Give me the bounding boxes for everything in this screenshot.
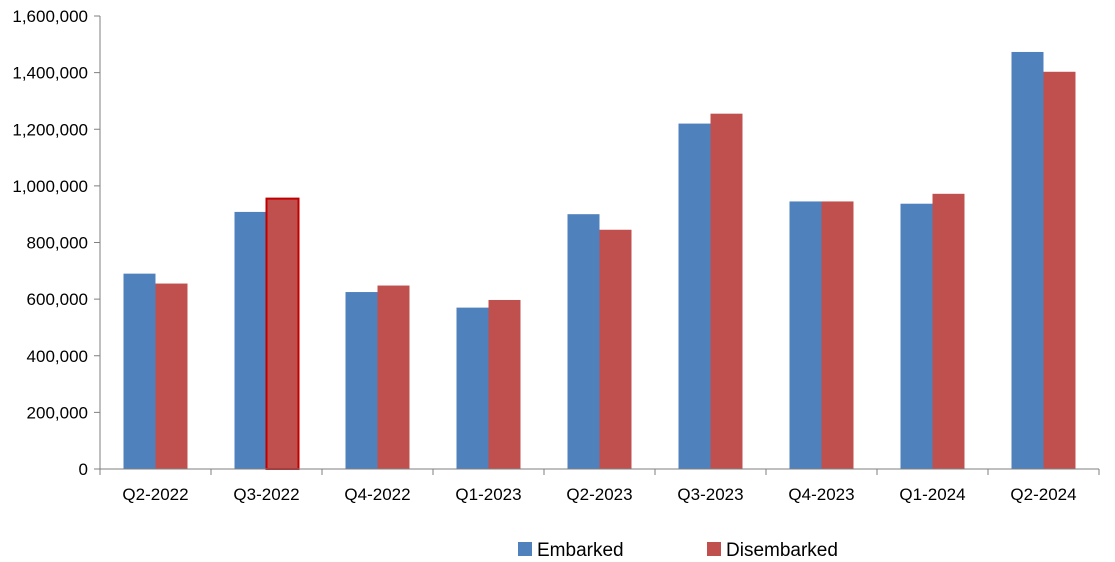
x-tick-label: Q2-2024 — [1010, 485, 1076, 504]
disembarked-bar — [710, 113, 743, 469]
y-tick-label: 1,000,000 — [12, 177, 88, 196]
disembarked-bar — [599, 229, 632, 469]
embarked-bar — [234, 211, 267, 470]
embarked-bar — [678, 123, 711, 470]
embarked-legend-swatch — [518, 542, 532, 556]
x-tick-label: Q2-2023 — [566, 485, 632, 504]
disembarked-bar — [488, 299, 521, 469]
legend: Embarked Disembarked — [518, 540, 838, 561]
x-tick-label: Q3-2022 — [233, 485, 299, 504]
disembarked-bar — [821, 201, 854, 469]
embarked-bar — [456, 307, 489, 469]
x-tick-label: Q2-2022 — [122, 485, 188, 504]
y-tick-label: 1,200,000 — [12, 120, 88, 139]
disembarked-bar — [1043, 71, 1076, 469]
y-tick-label: 800,000 — [27, 234, 88, 253]
x-axis-ticks: Q2-2022 Q3-2022 Q4-2022 Q1-2023 Q2-2023 Q3-20… — [99, 469, 1100, 504]
disembarked-legend-label: Disembarked — [726, 540, 838, 561]
embarked-legend-label: Embarked — [537, 540, 624, 561]
disembarked-bar — [265, 197, 300, 470]
y-tick-label: 0 — [79, 460, 88, 479]
y-tick-label: 400,000 — [27, 347, 88, 366]
x-tick-label: Q4-2023 — [788, 485, 854, 504]
embarked-bar — [345, 292, 378, 469]
disembarked-bar — [155, 283, 188, 469]
disembarked-bar — [932, 193, 965, 470]
disembarked-bar — [377, 285, 410, 469]
bars — [123, 51, 1076, 470]
y-tick-label: 600,000 — [27, 290, 88, 309]
embarked-bar — [789, 201, 822, 469]
embarked-bar — [1011, 51, 1044, 469]
embarked-bar — [567, 214, 600, 469]
y-tick-label: 1,600,000 — [12, 7, 88, 26]
disembarked-legend-swatch — [707, 542, 721, 556]
x-tick-label: Q4-2022 — [344, 485, 410, 504]
x-tick-label: Q1-2024 — [899, 485, 965, 504]
y-tick-label: 200,000 — [27, 403, 88, 422]
y-axis-ticks: 0 200,000 400,000 600,000 800,000 1,000,000 1,… — [12, 7, 100, 479]
x-tick-label: Q1-2023 — [455, 485, 521, 504]
embarked-bar — [123, 273, 156, 469]
y-tick-label: 1,400,000 — [12, 64, 88, 83]
x-tick-label: Q3-2023 — [677, 485, 743, 504]
embarked-bar — [900, 203, 933, 470]
